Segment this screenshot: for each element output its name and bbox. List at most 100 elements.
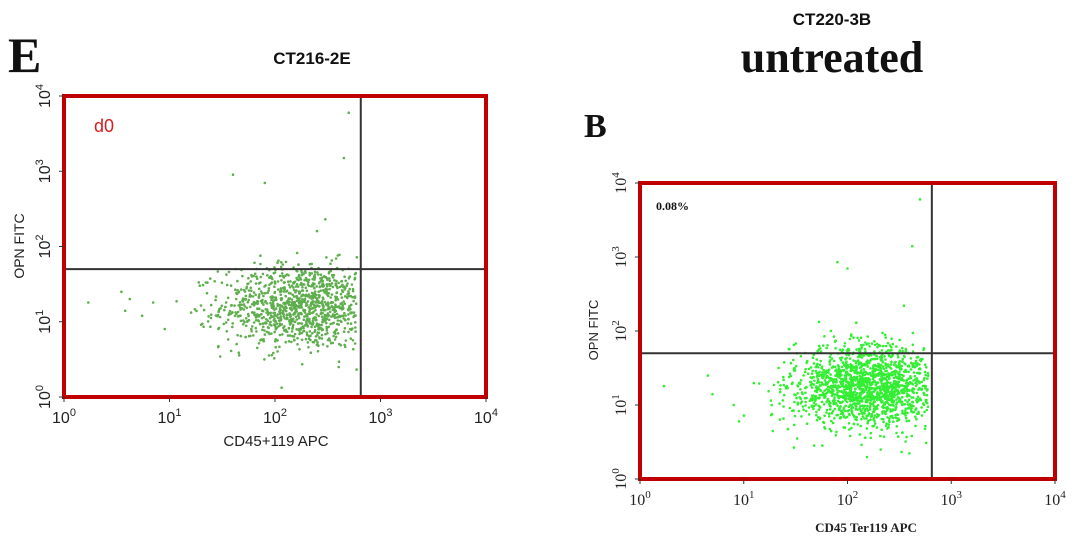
data-point [912,362,916,365]
data-point [852,415,856,418]
data-point [835,368,838,371]
data-point [343,318,347,321]
data-point [848,393,852,396]
data-point [888,376,891,380]
data-point [865,417,868,420]
data-point [319,289,323,293]
data-point [222,322,226,326]
data-point [249,334,252,338]
data-point [276,280,280,283]
x-tick-label: 103 [941,489,963,509]
data-point [901,346,904,350]
data-point [924,441,928,445]
data-point [881,331,884,335]
data-point [335,328,338,331]
data-point [908,452,911,455]
data-point [216,270,220,273]
data-point [924,384,927,388]
data-point [272,271,276,275]
data-point [330,282,334,285]
data-point [293,339,296,342]
data-point [855,375,859,379]
data-point [844,404,847,408]
data-point [855,321,858,325]
data-point [272,299,275,303]
data-point [833,396,836,399]
data-point [320,337,324,340]
data-point [310,302,314,306]
data-point [231,325,234,329]
data-point [925,389,929,392]
data-point [907,388,911,392]
data-point [793,400,796,404]
data-point [853,365,857,369]
data-point [349,312,353,315]
data-point [313,273,317,276]
outlier-point [918,198,922,201]
data-point [915,380,919,383]
data-point [926,371,930,375]
data-point [295,318,299,321]
data-point [865,343,869,346]
data-point [858,366,862,370]
x-tick-label: 101 [158,407,182,427]
data-point [349,337,353,340]
data-point [847,405,851,409]
data-point [825,411,828,414]
data-point [918,358,922,362]
data-point [888,349,892,352]
data-point [286,300,289,303]
data-point [278,333,282,337]
data-point [925,408,928,412]
data-point [889,410,892,413]
data-point [886,416,889,419]
data-point [320,315,324,319]
data-point [900,450,903,454]
data-point [920,406,923,409]
data-point [876,345,879,349]
data-point [837,394,840,398]
data-point [872,424,876,428]
y-tick-label: 100 [610,468,630,490]
data-point [817,415,820,419]
data-point [824,381,828,384]
data-point [884,406,888,410]
data-point [273,281,277,285]
data-point [331,276,335,279]
data-point [847,409,851,412]
data-point [911,350,915,353]
data-point [839,412,843,416]
data-point [822,420,825,424]
data-point [326,312,330,315]
data-point [279,287,283,290]
data-point [866,421,869,424]
data-point [883,385,887,388]
data-point [865,455,869,459]
data-point [926,374,930,378]
data-point [288,306,292,310]
data-point [853,371,856,375]
left-scatter-plot: 100 101 102 103 104 100 101 102 103 104 d0 CD45+… [11,84,498,450]
data-point [313,287,316,290]
data-point [289,303,293,307]
data-point [872,418,875,421]
data-point [878,344,882,348]
right-y-tick-labels: 100 101 102 103 104 [610,172,640,490]
data-point [311,319,315,323]
data-point [247,276,250,280]
data-point [839,374,842,377]
data-point [910,361,913,365]
data-point [301,286,304,289]
data-point [342,330,346,334]
data-point [896,380,900,384]
data-point [328,277,331,280]
data-point [875,354,878,358]
data-point [294,304,297,308]
data-point [856,423,859,426]
data-point [901,391,904,395]
data-point [328,282,331,286]
data-point [828,355,832,359]
data-point [302,294,306,297]
data-point [263,358,266,361]
data-point [833,340,837,343]
